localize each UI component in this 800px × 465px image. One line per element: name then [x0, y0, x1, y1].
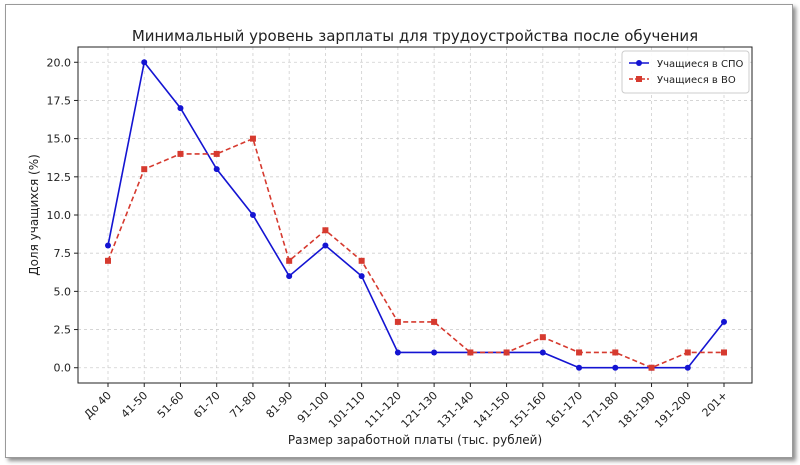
data-point: [539, 349, 546, 356]
x-tick-label: 201+: [700, 389, 731, 420]
x-tick-label: 41-50: [119, 389, 151, 421]
y-tick-label: 12.5: [47, 171, 72, 184]
data-point: [648, 364, 655, 371]
x-tick-label: 181-190: [616, 389, 658, 431]
data-point: [612, 349, 619, 356]
data-point: [358, 273, 365, 280]
data-point: [249, 135, 256, 142]
legend-box: [621, 50, 750, 94]
data-point: [612, 364, 619, 371]
data-point: [576, 364, 583, 371]
series-layer: [105, 59, 727, 371]
grid: [78, 47, 752, 383]
data-point: [431, 318, 438, 325]
x-tick-label: До 40: [82, 389, 114, 421]
series-2: [105, 135, 727, 371]
x-tick-label: 51-60: [155, 389, 187, 421]
data-point: [503, 349, 510, 356]
y-tick-label: 20.0: [47, 56, 72, 69]
data-point: [286, 273, 293, 280]
data-point: [721, 349, 727, 356]
x-tick-label: 171-180: [580, 389, 622, 431]
legend-marker: [636, 76, 642, 82]
data-point: [467, 349, 474, 356]
data-point: [684, 349, 691, 356]
legend: Учащиеся в СПО Учащиеся в ВО: [621, 50, 750, 94]
data-point: [394, 318, 401, 325]
chart-title: Минимальный уровень зарплаты для трудоус…: [132, 27, 698, 45]
data-point: [141, 59, 148, 66]
legend-label: Учащиеся в ВО: [657, 75, 736, 86]
y-tick-label: 17.5: [47, 94, 72, 107]
data-point: [394, 349, 401, 356]
legend-marker: [636, 60, 642, 66]
data-point: [684, 364, 691, 371]
x-axis-title: Размер заработной платы (тыс. рублей): [288, 433, 542, 447]
x-axis: До 40 41-50 51-60 61-70 71-80 81-90 91-100101-…: [82, 383, 730, 431]
data-point: [322, 227, 329, 234]
data-point: [431, 349, 438, 356]
x-tick-label: 151-160: [507, 389, 549, 431]
y-tick-label: 2.5: [54, 324, 72, 337]
series-line: [107, 60, 725, 369]
data-point: [141, 166, 148, 173]
y-tick-label: 5.0: [54, 285, 72, 298]
x-tick-label: 101-110: [326, 389, 368, 431]
y-tick-label: 7.5: [54, 247, 72, 260]
data-point: [177, 105, 184, 112]
x-tick-label: 121-130: [399, 389, 441, 431]
data-point: [105, 257, 111, 264]
x-tick-label: 61-70: [191, 389, 223, 421]
data-point: [358, 257, 365, 264]
x-tick-label: 111-120: [362, 389, 404, 431]
series-line: [107, 137, 724, 369]
data-point: [177, 150, 184, 157]
data-point: [322, 242, 329, 249]
y-tick-label: 0.0: [54, 362, 72, 375]
y-tick-label: 15.0: [47, 133, 72, 146]
x-tick-label: 81-90: [264, 389, 296, 421]
data-point: [721, 318, 727, 325]
data-point: [249, 212, 256, 218]
y-axis-title: Доля учащихся (%): [27, 154, 41, 276]
x-tick-label: 191-200: [652, 389, 694, 431]
legend-label: Учащиеся в СПО: [657, 59, 743, 70]
data-point: [539, 334, 546, 341]
data-point: [286, 257, 293, 264]
x-tick-label: 161-170: [543, 389, 585, 431]
y-tick-label: 10.0: [47, 209, 72, 222]
data-point: [105, 242, 111, 249]
x-tick-label: 141-150: [471, 389, 513, 431]
data-point: [576, 349, 583, 356]
y-axis: 0.0 2.5 5.0 7.5 10.0 12.5 15.0 17.5 20.0: [47, 56, 78, 375]
data-point: [213, 166, 220, 173]
x-tick-label: 131-140: [435, 389, 477, 431]
data-point: [213, 150, 220, 157]
x-tick-label: 71-80: [227, 389, 259, 421]
